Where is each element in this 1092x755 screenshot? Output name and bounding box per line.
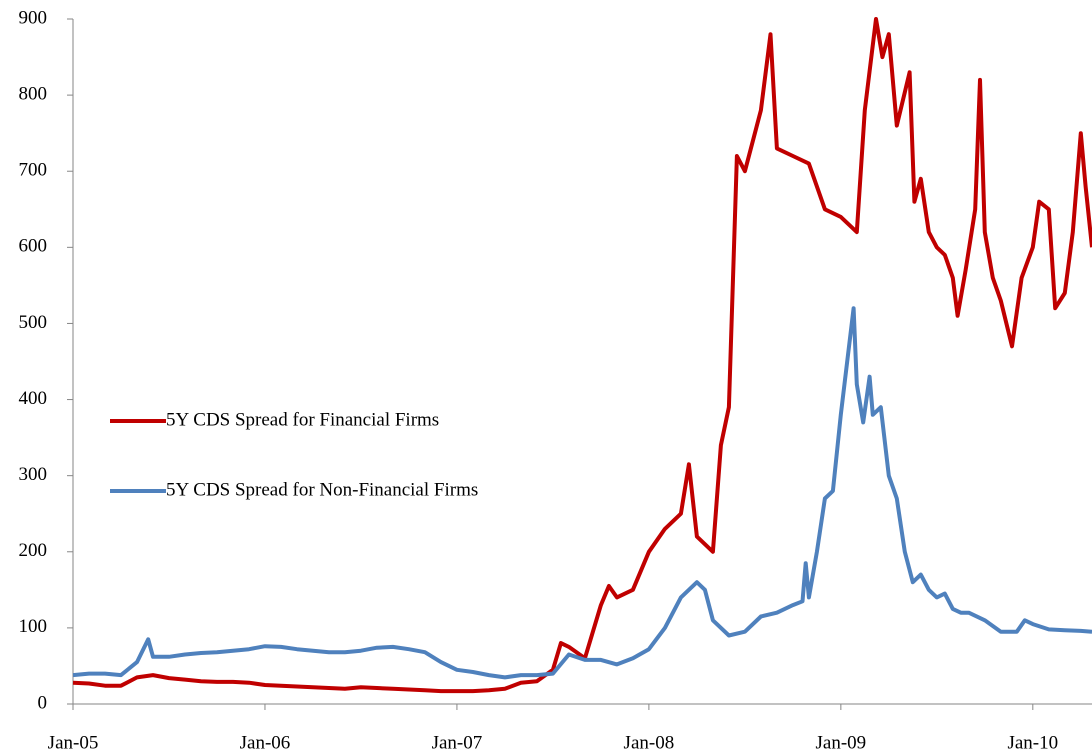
legend-label: 5Y CDS Spread for Non-Financial Firms [166,479,478,500]
x-tick-label: Jan-09 [816,732,867,753]
y-tick-label: 500 [19,312,48,333]
y-tick-label: 700 [19,160,48,181]
x-tick-label: Jan-08 [624,732,675,753]
y-tick-label: 300 [19,464,48,485]
y-tick-label: 100 [19,616,48,637]
y-tick-label: 600 [19,236,48,257]
series-line [72,306,1092,680]
y-tick-label: 0 [38,692,48,713]
y-tick-label: 800 [19,83,48,104]
x-tick-label: Jan-06 [240,732,291,753]
x-tick-label: Jan-05 [48,732,99,753]
series-line [72,17,1092,694]
y-tick-label: 900 [19,7,48,28]
legend-label: 5Y CDS Spread for Financial Firms [166,409,439,430]
x-tick-label: Jan-10 [1007,732,1058,753]
x-tick-label: Jan-07 [432,732,483,753]
y-tick-label: 400 [19,388,48,409]
y-tick-label: 200 [19,540,48,561]
